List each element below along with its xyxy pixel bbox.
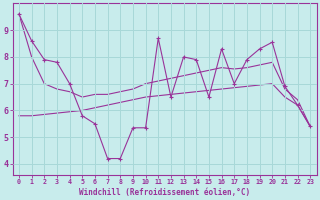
X-axis label: Windchill (Refroidissement éolien,°C): Windchill (Refroidissement éolien,°C) — [79, 188, 250, 197]
